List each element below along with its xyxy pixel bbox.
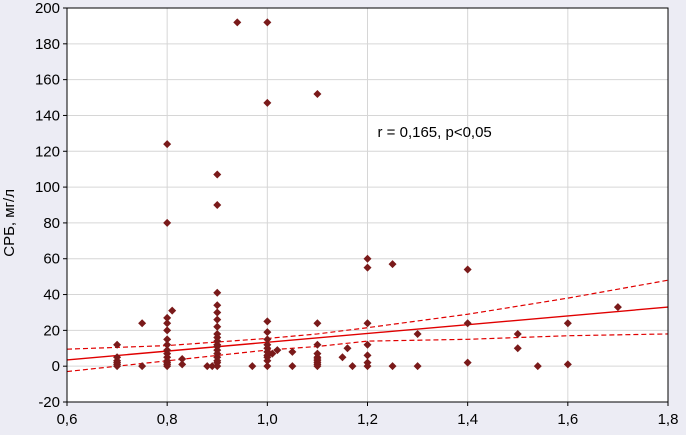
data-point: [263, 362, 272, 371]
data-point: [613, 303, 622, 312]
data-point: [163, 218, 172, 227]
data-point: [263, 98, 272, 107]
data-point: [178, 360, 187, 369]
data-point: [113, 362, 122, 371]
data-point: [363, 263, 372, 272]
y-tick-label: 100: [35, 179, 60, 196]
y-tick-label: 80: [43, 215, 60, 232]
data-point: [363, 319, 372, 328]
data-point: [213, 308, 222, 317]
data-point: [313, 89, 322, 98]
data-point: [263, 335, 272, 344]
y-tick-label: 60: [43, 251, 60, 268]
correlation-annotation: r = 0,165, p<0,05: [378, 124, 492, 141]
y-axis-ticks: -20 0 20 40 60 80 100 120 140 160 180 200: [35, 0, 67, 411]
data-point: [138, 319, 147, 328]
x-tick-label: 0,8: [157, 411, 178, 428]
data-point: [163, 140, 172, 149]
data-point: [413, 362, 422, 371]
y-tick-label: 40: [43, 287, 60, 304]
data-point: [248, 362, 257, 371]
data-point: [363, 340, 372, 349]
data-point: [463, 358, 472, 367]
data-point: [163, 313, 172, 322]
data-point: [563, 360, 572, 369]
data-point: [563, 319, 572, 328]
data-point: [288, 362, 297, 371]
x-tick-label: 1,0: [257, 411, 278, 428]
data-points: [113, 18, 622, 371]
y-tick-label: -20: [38, 394, 60, 411]
data-point: [463, 319, 472, 328]
data-point: [163, 319, 172, 328]
data-point: [213, 362, 222, 371]
data-point: [213, 322, 222, 331]
data-point: [513, 329, 522, 338]
data-point: [463, 265, 472, 274]
x-tick-label: 1,2: [357, 411, 378, 428]
data-point: [138, 362, 147, 371]
data-point: [348, 362, 357, 371]
confidence-band-lower: [66, 333, 669, 373]
x-tick-label: 1,6: [557, 411, 578, 428]
data-point: [268, 349, 277, 358]
data-point: [338, 353, 347, 362]
y-tick-label: 0: [52, 358, 60, 375]
x-tick-label: 0,6: [57, 411, 78, 428]
data-point: [413, 329, 422, 338]
x-tick-label: 1,4: [457, 411, 478, 428]
confidence-bands: [66, 279, 669, 373]
data-point: [163, 340, 172, 349]
data-point: [178, 355, 187, 364]
data-point: [263, 328, 272, 337]
data-point: [163, 362, 172, 371]
data-point: [288, 347, 297, 356]
y-tick-label: 200: [35, 0, 60, 17]
data-point: [213, 170, 222, 179]
data-point: [388, 260, 397, 269]
y-tick-label: 140: [35, 107, 60, 124]
x-axis-ticks: 0,6 0,8 1,0 1,2 1,4 1,6 1,8: [57, 402, 679, 428]
data-point: [213, 301, 222, 310]
data-point: [163, 335, 172, 344]
data-point: [388, 362, 397, 371]
data-point: [208, 362, 217, 371]
data-point: [533, 362, 542, 371]
y-axis-label: СРБ, мг/л: [1, 189, 18, 257]
data-point: [343, 344, 352, 353]
y-tick-label: 120: [35, 143, 60, 160]
y-tick-label: 180: [35, 36, 60, 53]
data-point: [163, 326, 172, 335]
data-point: [313, 319, 322, 328]
data-point: [168, 306, 177, 315]
data-point: [273, 346, 282, 355]
data-point: [313, 340, 322, 349]
confidence-band-upper: [66, 279, 669, 350]
data-point: [513, 344, 522, 353]
data-point: [213, 201, 222, 209]
y-tick-label: 20: [43, 322, 60, 339]
data-point: [233, 18, 242, 27]
data-point: [313, 362, 322, 371]
data-point: [213, 315, 222, 324]
data-point: [263, 317, 272, 326]
x-tick-label: 1,8: [658, 411, 679, 428]
y-tick-label: 160: [35, 72, 60, 89]
data-point: [113, 340, 122, 349]
data-point: [363, 254, 372, 263]
data-point: [263, 356, 272, 365]
data-point: [213, 288, 222, 297]
data-point: [363, 351, 372, 360]
data-point: [203, 362, 212, 371]
data-point: [363, 362, 372, 371]
data-point: [263, 18, 272, 27]
